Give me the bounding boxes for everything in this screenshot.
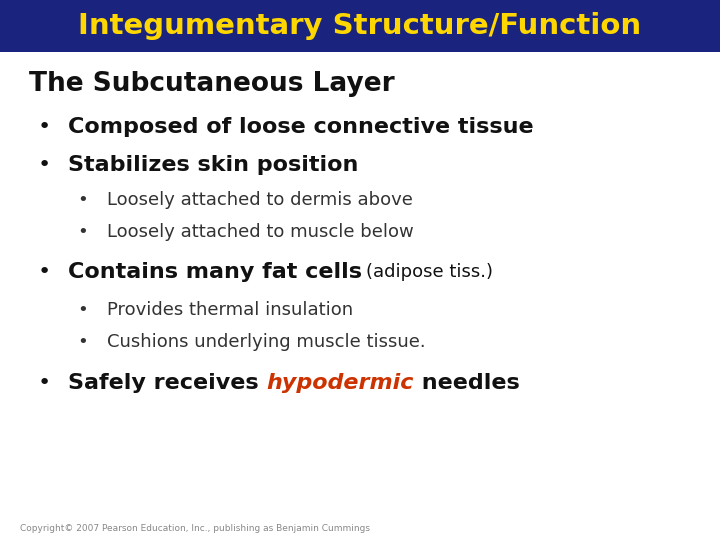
Text: •: • (38, 262, 51, 282)
Text: Contains many fat cells: Contains many fat cells (68, 262, 362, 282)
Text: •: • (38, 117, 51, 137)
Text: •: • (78, 191, 88, 209)
Text: Composed of loose connective tissue: Composed of loose connective tissue (68, 117, 534, 137)
Text: •: • (78, 333, 88, 352)
Text: hypodermic: hypodermic (267, 373, 414, 394)
Text: •: • (38, 373, 51, 394)
Text: Safely receives: Safely receives (68, 373, 267, 394)
Text: Loosely attached to dermis above: Loosely attached to dermis above (107, 191, 413, 209)
Bar (0, 0, 720, 52)
Text: Cushions underlying muscle tissue.: Cushions underlying muscle tissue. (107, 333, 426, 352)
Text: •: • (78, 301, 88, 319)
Text: Loosely attached to muscle below: Loosely attached to muscle below (107, 223, 413, 241)
Text: needles: needles (414, 373, 520, 394)
Text: The Subcutaneous Layer: The Subcutaneous Layer (29, 71, 395, 97)
Text: Integumentary Structure/Function: Integumentary Structure/Function (78, 12, 642, 40)
Text: •: • (78, 223, 88, 241)
Text: Copyright© 2007 Pearson Education, Inc., publishing as Benjamin Cummings: Copyright© 2007 Pearson Education, Inc.,… (20, 524, 370, 532)
Text: Provides thermal insulation: Provides thermal insulation (107, 301, 353, 319)
Text: •: • (38, 154, 51, 175)
Text: Stabilizes skin position: Stabilizes skin position (68, 154, 359, 175)
Text: (adipose tiss.): (adipose tiss.) (366, 263, 493, 281)
